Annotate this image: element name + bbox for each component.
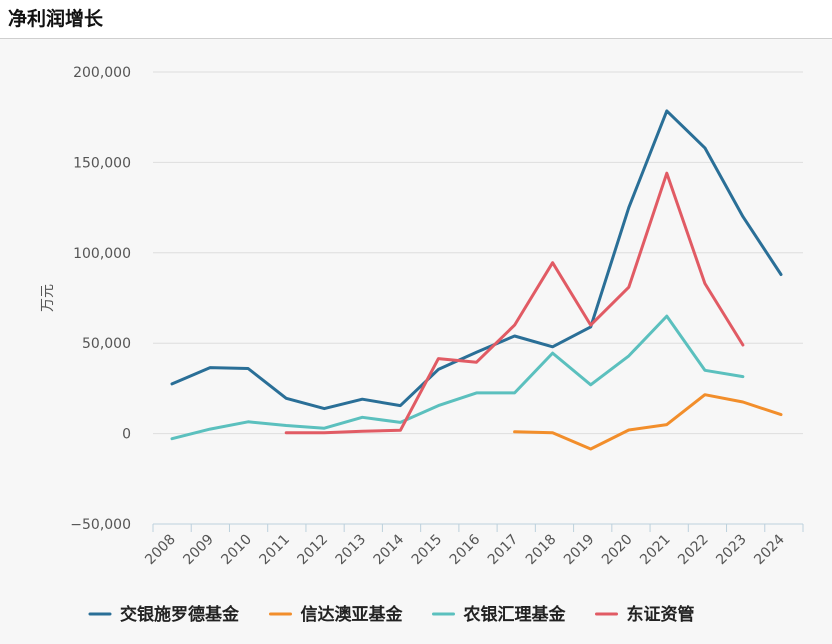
y-tick-label: 50,000	[82, 336, 131, 352]
x-tick-label: 2024	[751, 531, 788, 568]
y-tick-label: −50,000	[70, 517, 131, 533]
x-tick-label: 2018	[523, 532, 560, 569]
legend-label: 交银施罗德基金	[120, 604, 240, 625]
x-tick-label: 2017	[485, 532, 522, 569]
y-tick-label: 100,000	[73, 246, 131, 262]
line-chart: −50,000 0 50,000 100,000 150,000 200,000 万元 200…	[40, 65, 804, 625]
x-tick-label: 2022	[675, 532, 712, 569]
x-tick-label: 2020	[599, 532, 636, 569]
page-title: 净利润增长	[8, 8, 104, 30]
y-tick-label: 0	[122, 427, 131, 443]
y-axis-label: 万元	[40, 284, 56, 312]
x-tick-label: 2008	[142, 532, 179, 569]
legend-label: 农银汇理基金	[463, 604, 567, 625]
series-line-3	[170, 314, 745, 441]
x-tick-label: 2012	[295, 532, 332, 569]
x-tick-label: 2009	[180, 532, 217, 569]
chart-container: −50,000 0 50,000 100,000 150,000 200,000 万元 200…	[0, 39, 832, 640]
x-tick-label: 2014	[371, 531, 408, 568]
x-tick-label: 2021	[637, 532, 674, 569]
series-line-1	[170, 109, 783, 411]
y-tick-label: 200,000	[73, 65, 131, 81]
x-tick-label: 2019	[561, 532, 598, 569]
x-tick-label: 2010	[218, 532, 255, 569]
x-tick-label: 2011	[257, 532, 294, 569]
series-line-4	[284, 171, 745, 435]
legend-label: 东证资管	[627, 604, 695, 625]
x-tick-label: 2013	[333, 532, 370, 569]
x-tick-label: 2016	[447, 531, 484, 568]
x-tick-label: 2023	[713, 532, 750, 569]
header-bar: 净利润增长	[0, 0, 832, 39]
legend-label: 信达澳亚基金	[301, 604, 404, 625]
x-tick-label: 2015	[409, 532, 446, 569]
y-tick-label: 150,000	[73, 155, 131, 171]
series-line-2	[513, 393, 783, 451]
